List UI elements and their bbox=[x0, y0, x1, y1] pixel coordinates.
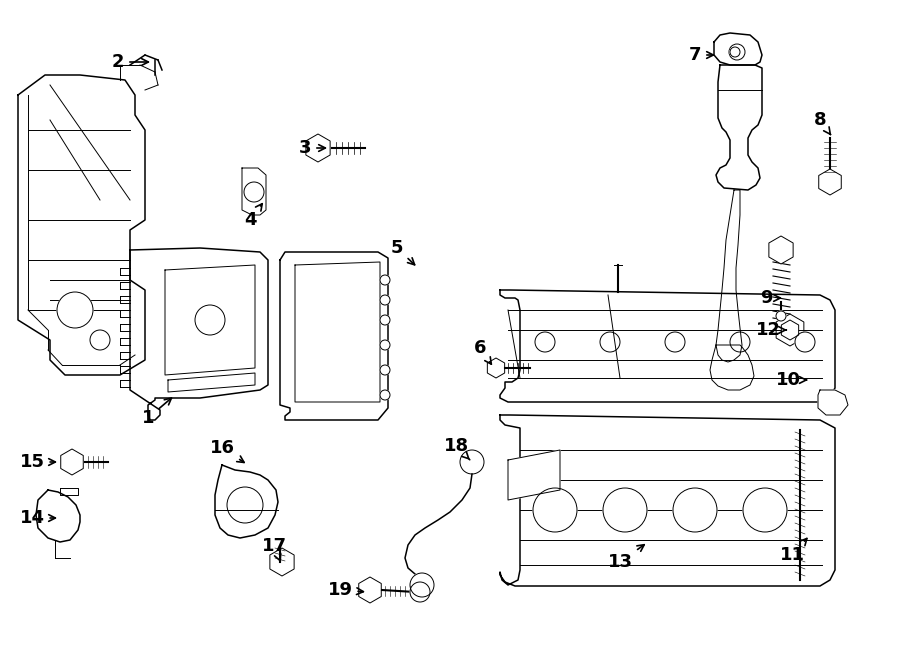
Text: 11: 11 bbox=[779, 539, 807, 564]
Text: 2: 2 bbox=[112, 53, 148, 71]
Text: 12: 12 bbox=[755, 321, 787, 339]
Circle shape bbox=[776, 311, 786, 321]
Circle shape bbox=[244, 182, 264, 202]
Polygon shape bbox=[508, 450, 560, 500]
Circle shape bbox=[227, 487, 263, 523]
Circle shape bbox=[603, 488, 647, 532]
Polygon shape bbox=[716, 190, 742, 362]
Polygon shape bbox=[18, 75, 145, 375]
Text: 13: 13 bbox=[608, 545, 644, 571]
Circle shape bbox=[90, 330, 110, 350]
Text: 16: 16 bbox=[210, 439, 244, 463]
Polygon shape bbox=[242, 168, 266, 215]
Text: 6: 6 bbox=[473, 339, 491, 364]
Circle shape bbox=[380, 295, 390, 305]
Circle shape bbox=[380, 275, 390, 285]
Text: 10: 10 bbox=[776, 371, 806, 389]
Polygon shape bbox=[130, 248, 268, 420]
Text: 17: 17 bbox=[262, 537, 286, 561]
Polygon shape bbox=[295, 262, 380, 402]
Circle shape bbox=[730, 47, 740, 57]
Circle shape bbox=[380, 390, 390, 400]
Polygon shape bbox=[500, 415, 835, 586]
Polygon shape bbox=[215, 465, 278, 538]
Circle shape bbox=[673, 488, 717, 532]
Circle shape bbox=[380, 340, 390, 350]
Circle shape bbox=[795, 332, 815, 352]
Circle shape bbox=[380, 365, 390, 375]
Text: 15: 15 bbox=[20, 453, 56, 471]
Text: 7: 7 bbox=[688, 46, 714, 64]
Polygon shape bbox=[36, 490, 80, 542]
Circle shape bbox=[410, 573, 434, 597]
Circle shape bbox=[730, 332, 750, 352]
Text: 19: 19 bbox=[328, 581, 364, 599]
Circle shape bbox=[535, 332, 555, 352]
Polygon shape bbox=[818, 390, 848, 415]
Circle shape bbox=[533, 488, 577, 532]
Polygon shape bbox=[714, 33, 762, 65]
Text: 3: 3 bbox=[299, 139, 326, 157]
Polygon shape bbox=[500, 290, 835, 402]
Circle shape bbox=[460, 450, 484, 474]
Circle shape bbox=[729, 44, 745, 60]
Text: 9: 9 bbox=[760, 289, 780, 307]
Circle shape bbox=[665, 332, 685, 352]
Text: 5: 5 bbox=[391, 239, 415, 265]
Polygon shape bbox=[165, 265, 255, 375]
Circle shape bbox=[600, 332, 620, 352]
Text: 14: 14 bbox=[20, 509, 56, 527]
Text: 1: 1 bbox=[142, 398, 172, 427]
Circle shape bbox=[410, 582, 430, 602]
Polygon shape bbox=[168, 373, 255, 392]
Polygon shape bbox=[60, 488, 78, 495]
Polygon shape bbox=[280, 252, 388, 420]
Polygon shape bbox=[716, 65, 762, 190]
Text: 8: 8 bbox=[814, 111, 831, 135]
Circle shape bbox=[380, 315, 390, 325]
Circle shape bbox=[743, 488, 787, 532]
Circle shape bbox=[195, 305, 225, 335]
Text: 4: 4 bbox=[244, 204, 262, 229]
Text: 18: 18 bbox=[444, 437, 470, 460]
Circle shape bbox=[57, 292, 93, 328]
Polygon shape bbox=[710, 345, 754, 390]
